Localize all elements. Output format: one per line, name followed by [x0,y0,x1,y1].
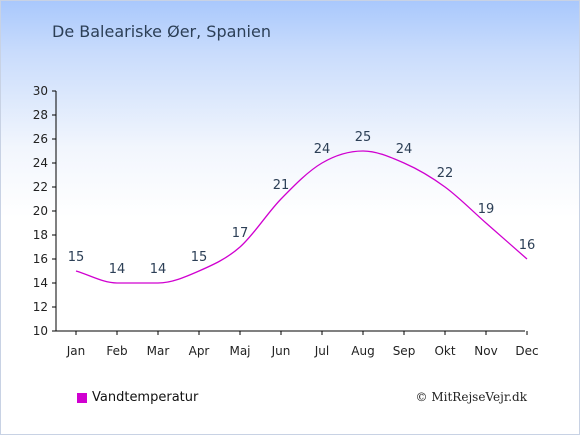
y-tick-label: 16 [33,252,48,266]
x-tick-label: Sep [393,344,416,358]
x-tick-label: Jan [66,344,86,358]
y-tick-label: 28 [33,108,48,122]
x-tick-label: Apr [189,344,210,358]
series-line-vandtemperatur [75,150,528,284]
y-tick-label: 24 [33,156,48,170]
legend-swatch-icon [77,392,87,403]
data-label: 19 [478,202,495,217]
y-tick-label: 18 [33,228,48,242]
credit-text: © MitRejseVejr.dk [415,390,527,404]
data-label: 15 [191,250,208,265]
x-tick-label: Jun [271,344,291,358]
data-label: 15 [68,250,85,265]
y-tick-label: 26 [33,132,48,146]
x-tick-label: Dec [515,344,538,358]
data-label: 21 [273,178,290,193]
x-tick-label: Okt [434,344,455,358]
legend: Vandtemperatur [77,390,198,405]
data-label: 22 [437,166,454,181]
chart-title: De Baleariske Øer, Spanien [52,22,271,41]
y-tick-label: 22 [33,180,48,194]
data-label: 24 [396,142,413,157]
y-tick-label: 14 [33,276,48,290]
x-tick-label: Aug [351,344,374,358]
data-label: 17 [232,226,249,241]
x-tick-label: Maj [229,344,250,358]
legend-label: Vandtemperatur [92,390,199,405]
data-label: 16 [519,238,536,253]
data-label: 14 [150,262,167,277]
x-tick-label: Jul [314,344,329,358]
y-tick-label: 30 [33,84,48,98]
x-tick-label: Nov [474,344,497,358]
data-label: 14 [109,262,126,277]
data-label: 24 [314,142,331,157]
x-tick-label: Feb [106,344,127,358]
data-label: 25 [355,130,372,145]
y-tick-label: 10 [33,324,48,338]
y-tick-label: 12 [33,300,48,314]
x-tick-label: Mar [147,344,170,358]
y-tick-label: 20 [33,204,48,218]
